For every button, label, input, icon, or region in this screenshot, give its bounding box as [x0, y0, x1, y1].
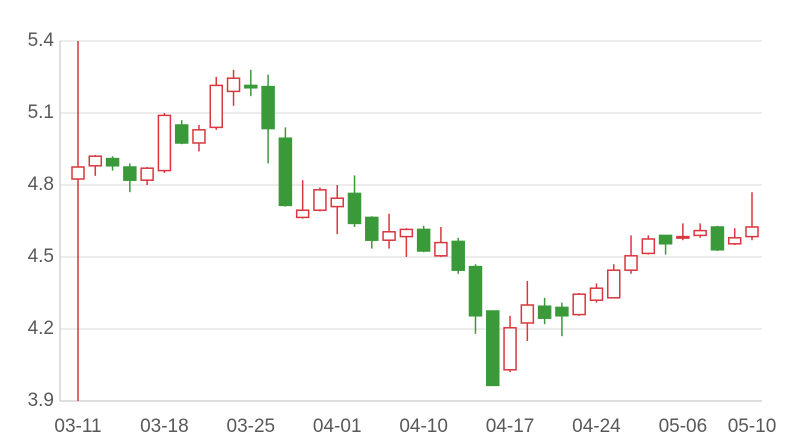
candle-body: [244, 84, 258, 89]
x-tick-label: 04-01: [313, 416, 362, 437]
candle-body: [261, 85, 275, 130]
candle-body: [434, 241, 448, 257]
candle-body: [572, 293, 586, 316]
candle-body: [295, 209, 310, 219]
x-tick-label: 03-11: [54, 416, 101, 437]
candle-body: [209, 84, 224, 129]
candle-body: [710, 226, 725, 251]
y-tick-label: 4.2: [28, 318, 54, 339]
candle-body: [330, 197, 344, 208]
candle-body: [278, 137, 293, 207]
candle-body: [140, 167, 154, 181]
x-tick-label: 04-24: [572, 416, 621, 437]
candle-body: [313, 189, 327, 211]
candle-body: [451, 240, 465, 271]
candle-body: [365, 216, 379, 241]
y-tick-label: 5.4: [28, 30, 55, 51]
x-tick-label: 04-10: [399, 416, 448, 437]
y-tick-label: 4.8: [28, 174, 54, 195]
candle-body: [157, 114, 172, 172]
candle-body: [641, 238, 656, 255]
candle-body: [745, 226, 759, 238]
candle-body: [226, 77, 241, 93]
candle-body: [416, 228, 431, 252]
candle-body: [658, 234, 673, 245]
y-tick-label: 4.5: [28, 246, 54, 267]
candle-body: [105, 157, 120, 167]
candle-body: [468, 265, 483, 317]
candle-body: [399, 228, 414, 238]
x-tick-label: 03-25: [227, 416, 276, 437]
candle-body: [71, 166, 85, 180]
x-tick-label: 03-18: [140, 416, 189, 437]
candle-body: [486, 310, 500, 387]
candle-body: [192, 129, 206, 144]
x-tick-label: 05-10: [728, 416, 777, 437]
candle-body: [589, 287, 604, 301]
y-tick-label: 3.9: [28, 390, 54, 411]
candle-body: [174, 124, 189, 144]
candle-body: [555, 306, 569, 317]
y-tick-label: 5.1: [28, 102, 54, 123]
candle-body: [382, 231, 396, 241]
candle-body: [624, 255, 638, 271]
candle-body: [520, 304, 535, 324]
candle-body: [693, 229, 707, 237]
candle-body: [347, 192, 362, 225]
x-tick-label: 05-06: [659, 416, 708, 437]
candle-body: [727, 237, 742, 245]
candle-body: [123, 166, 137, 181]
candle-body: [503, 327, 517, 371]
x-tick-label: 04-17: [486, 416, 535, 437]
candle-body: [88, 155, 103, 167]
candle-body: [606, 269, 621, 299]
candle-body: [676, 235, 690, 239]
candle-body: [537, 305, 552, 319]
